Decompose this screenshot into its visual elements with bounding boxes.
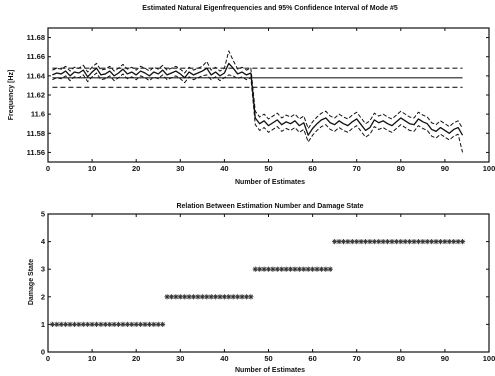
damage-state-markers	[50, 239, 465, 327]
y-tick-label: 4	[41, 237, 46, 246]
x-tick-label: 20	[132, 164, 140, 173]
x-tick-label: 50	[264, 164, 272, 173]
y-tick-label: 1	[41, 320, 45, 329]
y-axis-label: Frequency [Hz]	[8, 70, 15, 121]
damage-state-chart: Relation Between Estimation Number and D…	[28, 203, 495, 374]
y-tick-label: 2	[41, 292, 45, 301]
eigenfrequency-chart: Estimated Natural Eigenfrequencies and 9…	[8, 5, 495, 186]
y-tick-label: 0	[41, 348, 45, 357]
x-tick-label: 0	[46, 354, 50, 363]
x-tick-label: 100	[483, 354, 495, 363]
damage-state-point	[460, 239, 465, 244]
damage-state-point	[248, 294, 253, 299]
x-tick-label: 30	[176, 354, 184, 363]
axis-ticks: 0 10 20 30 40 50 60 70 80 90 100 11.56 11.58 11.6 11.6…	[27, 28, 495, 173]
x-tick-label: 10	[88, 354, 96, 363]
y-tick-label: 11.68	[27, 33, 45, 42]
y-tick-label: 3	[41, 265, 45, 274]
data-series	[52, 51, 462, 152]
x-tick-label: 40	[220, 354, 228, 363]
x-tick-label: 0	[46, 164, 50, 173]
x-tick-label: 70	[353, 164, 361, 173]
x-axis-label: Number of Estimates	[235, 179, 305, 186]
x-tick-label: 80	[397, 164, 405, 173]
x-tick-label: 100	[483, 164, 495, 173]
y-tick-label: 11.58	[27, 129, 45, 138]
x-tick-label: 90	[441, 164, 449, 173]
y-tick-label: 11.64	[27, 71, 46, 80]
chart-title: Estimated Natural Eigenfrequencies and 9…	[142, 5, 398, 12]
x-tick-label: 40	[220, 164, 228, 173]
y-tick-label: 11.56	[27, 148, 45, 157]
x-axis-label: Number of Estimates	[235, 367, 305, 374]
y-tick-label: 11.66	[27, 52, 45, 61]
x-tick-label: 90	[441, 354, 449, 363]
chart-title: Relation Between Estimation Number and D…	[176, 203, 363, 210]
damage-state-point	[328, 267, 333, 272]
x-tick-label: 30	[176, 164, 184, 173]
x-tick-label: 60	[308, 354, 316, 363]
plot-area	[48, 214, 489, 352]
y-tick-label: 5	[41, 210, 45, 219]
axis-ticks: 0 10 20 30 40 50 60 70 80 90 100 0 1 2 3 4 5	[41, 210, 495, 364]
x-tick-label: 20	[132, 354, 140, 363]
x-tick-label: 70	[353, 354, 361, 363]
confidence-bound-line	[52, 51, 462, 129]
x-tick-label: 50	[264, 354, 272, 363]
x-tick-label: 60	[308, 164, 316, 173]
confidence-bound-line	[52, 73, 462, 152]
plot-area	[48, 28, 489, 162]
damage-state-point	[160, 322, 165, 327]
x-tick-label: 80	[397, 354, 405, 363]
y-axis-label: Damage State	[28, 259, 35, 305]
y-tick-label: 11.6	[31, 110, 45, 119]
x-tick-label: 10	[88, 164, 96, 173]
y-tick-label: 11.62	[27, 91, 45, 100]
